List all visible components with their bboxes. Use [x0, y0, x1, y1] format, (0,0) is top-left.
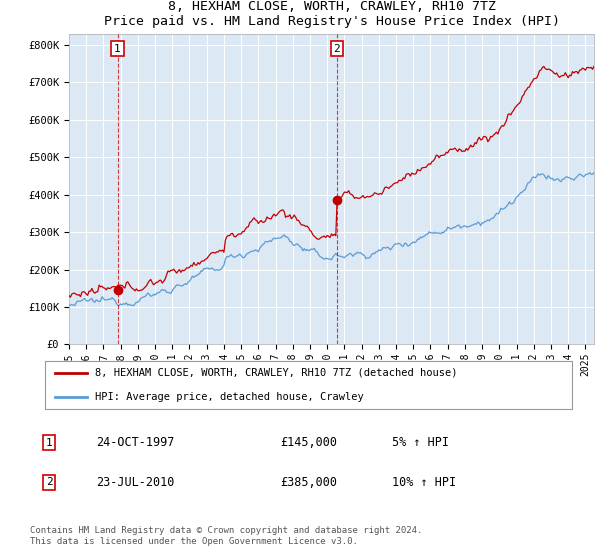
Text: 2: 2	[334, 44, 340, 54]
Text: 1: 1	[114, 44, 121, 54]
Text: £385,000: £385,000	[281, 476, 338, 489]
Text: Contains HM Land Registry data © Crown copyright and database right 2024.
This d: Contains HM Land Registry data © Crown c…	[30, 526, 422, 546]
Text: 1: 1	[46, 437, 52, 447]
Text: 8, HEXHAM CLOSE, WORTH, CRAWLEY, RH10 7TZ (detached house): 8, HEXHAM CLOSE, WORTH, CRAWLEY, RH10 7T…	[95, 368, 458, 378]
Text: 10% ↑ HPI: 10% ↑ HPI	[392, 476, 457, 489]
Text: £145,000: £145,000	[281, 436, 338, 449]
Title: 8, HEXHAM CLOSE, WORTH, CRAWLEY, RH10 7TZ
Price paid vs. HM Land Registry's Hous: 8, HEXHAM CLOSE, WORTH, CRAWLEY, RH10 7T…	[104, 0, 560, 28]
FancyBboxPatch shape	[44, 361, 572, 409]
Text: 23-JUL-2010: 23-JUL-2010	[97, 476, 175, 489]
Text: HPI: Average price, detached house, Crawley: HPI: Average price, detached house, Craw…	[95, 392, 364, 402]
Text: 5% ↑ HPI: 5% ↑ HPI	[392, 436, 449, 449]
Text: 2: 2	[46, 478, 52, 488]
Text: 24-OCT-1997: 24-OCT-1997	[97, 436, 175, 449]
